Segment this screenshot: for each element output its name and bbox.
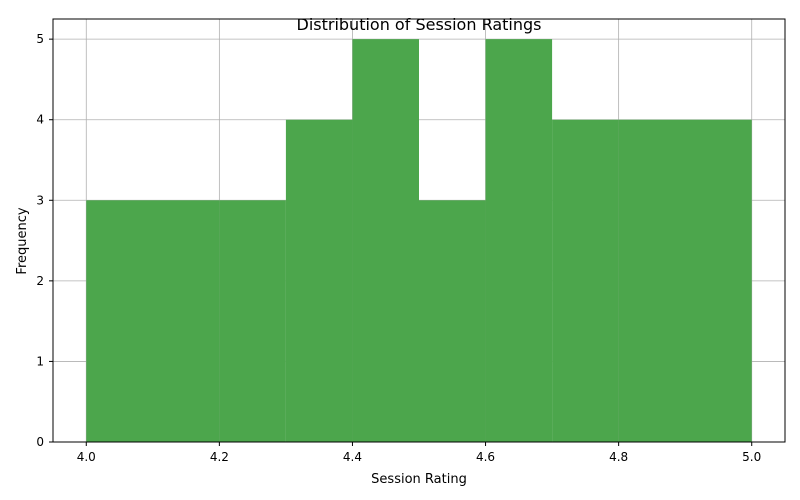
histogram-bar	[285, 119, 353, 442]
x-axis-label: Session Rating	[371, 472, 467, 487]
x-tick-label: 4.0	[77, 450, 96, 464]
y-tick-label: 4	[36, 113, 44, 127]
histogram-bars	[86, 39, 752, 443]
y-axis-ticks: 0 1 2 3 4 5	[36, 32, 53, 449]
histogram-bar	[618, 119, 752, 442]
plot-frame	[52, 18, 786, 443]
y-tick-label: 0	[36, 435, 44, 449]
chart-title: Distribution of Session Ratings	[297, 15, 542, 34]
x-tick-label: 4.8	[609, 450, 628, 464]
histogram-bar	[86, 200, 220, 442]
histogram-bar	[352, 39, 419, 443]
x-tick-label: 4.2	[210, 450, 229, 464]
x-tick-label: 5.0	[742, 450, 761, 464]
y-tick-label: 5	[36, 32, 44, 46]
histogram-bar	[219, 200, 286, 442]
histogram-bar	[419, 200, 486, 442]
x-tick-label: 4.6	[476, 450, 495, 464]
histogram-bar	[552, 119, 619, 442]
y-axis-label: Frequency	[15, 207, 30, 274]
histogram-bar	[485, 39, 553, 443]
y-tick-label: 1	[36, 354, 44, 368]
x-tick-label: 4.4	[343, 450, 362, 464]
y-tick-label: 2	[36, 274, 44, 288]
y-tick-label: 3	[36, 193, 44, 207]
x-axis-ticks: 4.0 4.2 4.4 4.6 4.8 5.0	[77, 442, 761, 464]
